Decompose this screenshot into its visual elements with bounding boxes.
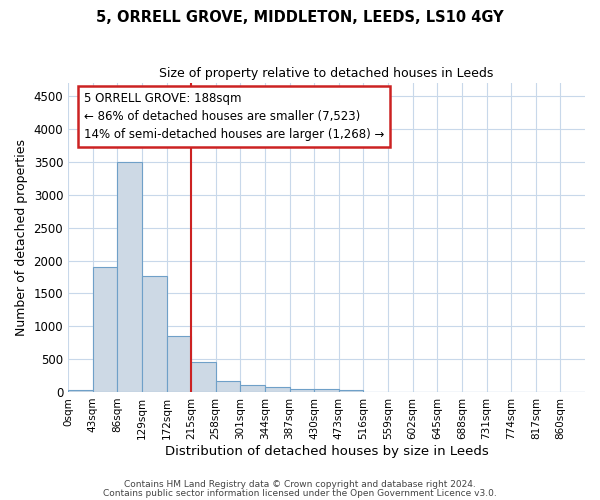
- Bar: [191, 362, 216, 392]
- Bar: [290, 388, 314, 392]
- Bar: [241, 386, 265, 392]
- Text: Contains public sector information licensed under the Open Government Licence v3: Contains public sector information licen…: [103, 489, 497, 498]
- Bar: [339, 390, 364, 392]
- Bar: [167, 336, 191, 392]
- Bar: [314, 390, 339, 392]
- Bar: [265, 388, 290, 392]
- Text: 5 ORRELL GROVE: 188sqm
← 86% of detached houses are smaller (7,523)
14% of semi-: 5 ORRELL GROVE: 188sqm ← 86% of detached…: [83, 92, 384, 142]
- X-axis label: Distribution of detached houses by size in Leeds: Distribution of detached houses by size …: [164, 444, 488, 458]
- Text: 5, ORRELL GROVE, MIDDLETON, LEEDS, LS10 4GY: 5, ORRELL GROVE, MIDDLETON, LEEDS, LS10 …: [96, 10, 504, 25]
- Title: Size of property relative to detached houses in Leeds: Size of property relative to detached ho…: [160, 68, 494, 80]
- Y-axis label: Number of detached properties: Number of detached properties: [15, 139, 28, 336]
- Bar: [117, 162, 142, 392]
- Bar: [68, 390, 92, 392]
- Bar: [216, 382, 241, 392]
- Bar: [142, 276, 167, 392]
- Bar: [92, 267, 117, 392]
- Text: Contains HM Land Registry data © Crown copyright and database right 2024.: Contains HM Land Registry data © Crown c…: [124, 480, 476, 489]
